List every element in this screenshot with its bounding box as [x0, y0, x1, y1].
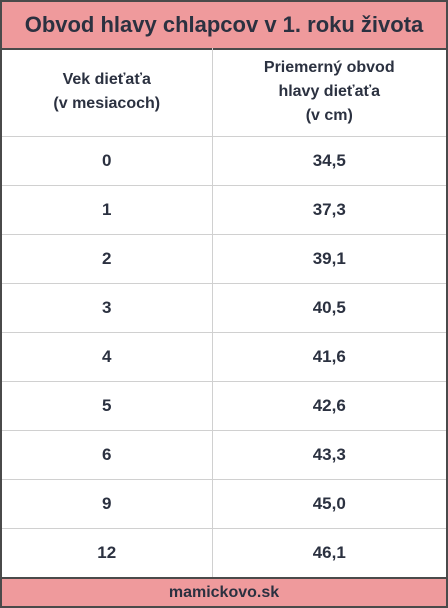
header-line: Priemerný obvod [263, 59, 395, 76]
table-row: 1 37,3 [2, 185, 446, 235]
page-title: Obvod hlavy chlapcov v 1. roku života [24, 12, 424, 37]
circumference-cell: 45,0 [212, 479, 446, 529]
table-container: Vek dieťaťa (v mesiacoch) Priemerný obvo… [0, 48, 448, 578]
circumference-cell: 34,5 [212, 136, 446, 186]
age-cell: 5 [2, 381, 213, 431]
table-row: 0 34,5 [2, 136, 446, 186]
age-cell: 3 [2, 283, 213, 333]
age-cell: 0 [2, 136, 213, 186]
age-cell: 9 [2, 479, 213, 529]
table-row: 12 46,1 [2, 528, 446, 577]
age-cell: 6 [2, 430, 213, 480]
circumference-cell: 37,3 [212, 185, 446, 235]
table-row: 6 43,3 [2, 430, 446, 480]
circumference-cell: 43,3 [212, 430, 446, 480]
table-row: 3 40,5 [2, 283, 446, 333]
table-row: 4 41,6 [2, 332, 446, 382]
circumference-cell: 40,5 [212, 283, 446, 333]
table-row: 5 42,6 [2, 381, 446, 431]
head-circumference-table: Vek dieťaťa (v mesiacoch) Priemerný obvo… [2, 48, 446, 577]
table-row: 9 45,0 [2, 479, 446, 529]
circumference-cell: 39,1 [212, 234, 446, 284]
header-line: Vek dieťaťa [62, 71, 151, 88]
column-header-circumference: Priemerný obvod hlavy dieťaťa (v cm) [212, 48, 446, 137]
header-line: (v mesiacoch) [53, 95, 161, 112]
circumference-cell: 46,1 [312, 543, 346, 562]
table-header-row: Vek dieťaťa (v mesiacoch) Priemerný obvo… [2, 48, 446, 137]
table-row: 2 39,1 [2, 234, 446, 284]
age-cell: 2 [2, 234, 213, 284]
age-cell: 4 [2, 332, 213, 382]
circumference-cell: 42,6 [212, 381, 446, 431]
circumference-cell: 41,6 [212, 332, 446, 382]
column-header-age: Vek dieťaťa (v mesiacoch) [2, 48, 213, 137]
header-line: hlavy dieťaťa [278, 83, 381, 100]
age-cell: 12 [2, 528, 213, 577]
title-bar: Obvod hlavy chlapcov v 1. roku života [0, 0, 448, 50]
age-cell: 1 [2, 185, 213, 235]
footer-bar: mamickovo.sk [0, 577, 448, 608]
header-line: (v cm) [305, 107, 353, 124]
footer-website: mamickovo.sk [168, 583, 280, 601]
